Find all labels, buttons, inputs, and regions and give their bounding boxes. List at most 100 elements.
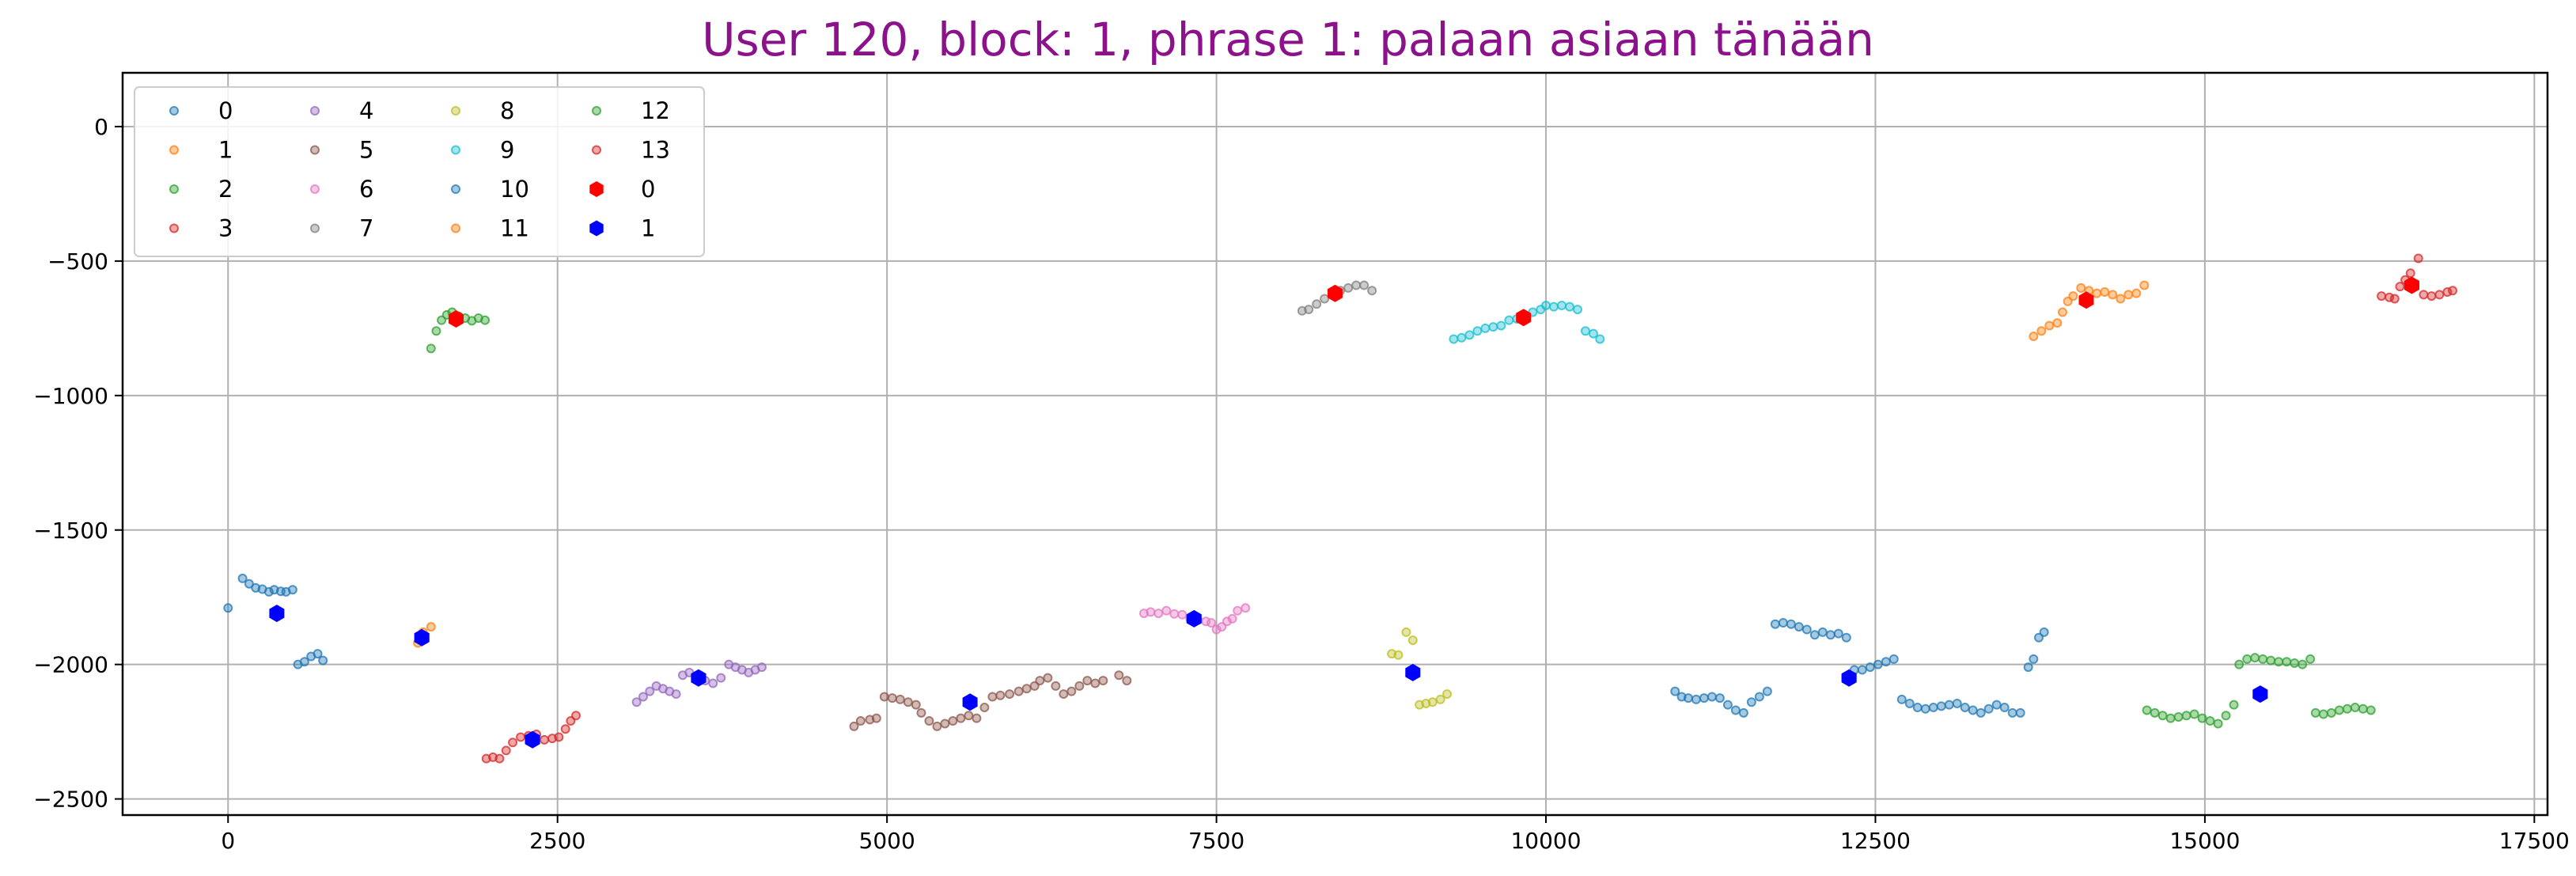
data-point	[1169, 609, 1180, 619]
legend-marker	[592, 145, 601, 155]
data-point	[1912, 703, 1923, 713]
series-0-centroids	[448, 276, 2419, 328]
y-tick-label: −2500	[33, 787, 108, 813]
legend-item-13: 13	[592, 137, 670, 164]
data-point	[2318, 709, 2328, 719]
data-point	[244, 578, 254, 589]
legend-label: 0	[641, 176, 655, 203]
data-point	[2189, 709, 2199, 719]
series-8-points	[1387, 627, 1453, 710]
data-point	[494, 753, 505, 764]
data-point	[2426, 291, 2437, 301]
chart-title: User 120, block: 1, phrase 1: palaan asi…	[702, 13, 1874, 66]
legend-marker	[589, 220, 604, 237]
data-point	[1588, 328, 1598, 339]
data-point	[1557, 300, 1567, 310]
legend-label: 7	[359, 215, 373, 242]
legend-item-4: 4	[310, 97, 373, 124]
data-point	[895, 694, 905, 704]
data-point	[1427, 697, 1438, 707]
legend-item-1: 1	[589, 215, 655, 242]
data-point	[887, 693, 897, 703]
data-point	[2039, 627, 2049, 637]
data-point	[2258, 654, 2268, 664]
data-point	[1351, 280, 1362, 290]
data-point	[2092, 288, 2102, 298]
data-point	[318, 655, 328, 666]
data-point	[2350, 703, 2360, 713]
legend-label: 11	[500, 215, 529, 242]
data-point	[2405, 268, 2415, 279]
data-point	[940, 719, 950, 729]
legend-label: 2	[218, 176, 233, 203]
legend-item-5: 5	[310, 137, 373, 164]
data-point	[1435, 694, 1445, 704]
data-point	[508, 738, 518, 748]
x-tick-label: 12500	[1840, 828, 1911, 854]
data-point	[1896, 694, 1907, 704]
data-point	[501, 745, 511, 756]
y-tick-label: −2000	[33, 652, 108, 678]
data-point	[1936, 701, 1946, 711]
data-point	[1778, 618, 1788, 628]
data-point	[871, 713, 881, 723]
data-point	[1457, 332, 1467, 343]
data-point	[1480, 323, 1491, 333]
data-point	[2234, 659, 2245, 669]
legend-item-0: 0	[589, 176, 655, 203]
data-point	[1035, 676, 1045, 686]
data-point	[2242, 654, 2252, 664]
data-point	[911, 700, 921, 710]
data-point	[2015, 707, 2025, 718]
data-point	[2229, 700, 2239, 710]
legend-item-3: 3	[169, 215, 233, 242]
centroid-marker	[1405, 663, 1421, 681]
data-point	[2213, 719, 2223, 729]
data-point	[987, 692, 998, 702]
data-point	[1177, 609, 1188, 620]
data-point	[1999, 703, 2010, 713]
centroid-marker	[1186, 609, 1202, 628]
data-point	[1857, 665, 1867, 675]
data-point	[2150, 707, 2160, 718]
data-point	[1074, 681, 1085, 691]
data-point	[1401, 627, 1411, 637]
data-point	[756, 662, 767, 673]
data-point	[1968, 705, 1978, 715]
data-point	[1114, 670, 1124, 681]
data-point	[2029, 332, 2039, 342]
data-point	[1343, 283, 1354, 293]
data-point	[1888, 654, 1899, 664]
data-point	[2139, 280, 2150, 290]
data-point	[1991, 700, 2002, 710]
centroid-marker	[414, 628, 430, 647]
data-point	[638, 692, 648, 702]
data-point	[1976, 707, 1986, 718]
data-point	[1722, 700, 1733, 710]
data-point	[1873, 659, 1883, 669]
data-point	[1320, 294, 1330, 304]
data-point	[1833, 628, 1843, 639]
data-point	[1754, 692, 1764, 702]
data-point	[2108, 290, 2118, 300]
data-point	[2334, 705, 2344, 715]
data-point	[1367, 286, 1377, 296]
data-point	[1442, 689, 1453, 700]
data-point	[1013, 686, 1024, 696]
legend-marker	[169, 145, 179, 155]
data-point	[1786, 619, 1796, 629]
data-point	[1817, 627, 1828, 637]
data-point	[1488, 322, 1498, 332]
data-point	[1928, 703, 1938, 713]
data-point	[1730, 705, 1741, 715]
data-point	[2205, 716, 2215, 726]
legend-marker	[310, 223, 320, 233]
data-point	[916, 707, 926, 718]
data-point	[924, 716, 934, 726]
data-point	[1738, 707, 1748, 718]
data-point	[1595, 334, 1605, 344]
data-point	[1699, 693, 1709, 703]
data-point	[1146, 607, 1156, 617]
data-point	[1206, 618, 1216, 628]
